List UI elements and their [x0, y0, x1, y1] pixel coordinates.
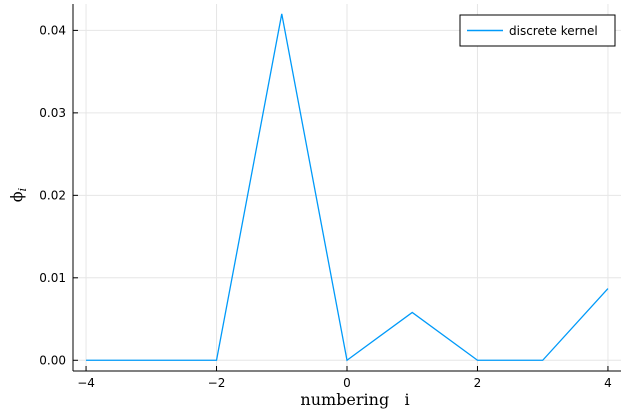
y-tick-label: 0.01 [39, 271, 66, 285]
y-axis-label: ϕi [7, 188, 29, 202]
x-axis-label: numbering i [300, 390, 409, 409]
x-tick-label: 4 [604, 376, 612, 390]
svg-text:ϕi: ϕi [7, 188, 29, 202]
y-axis-label-main: ϕ [7, 191, 26, 202]
grid [73, 4, 621, 371]
y-tick-label: 0.02 [39, 188, 66, 202]
x-tick-label: 0 [343, 376, 351, 390]
x-ticks: −4 −2 0 2 4 [77, 366, 612, 390]
legend-label: discrete kernel [509, 24, 598, 38]
y-ticks: 0.00 0.01 0.02 0.03 0.04 [39, 23, 78, 367]
x-tick-label: −2 [208, 376, 226, 390]
x-tick-label: −4 [77, 376, 95, 390]
series [86, 13, 609, 362]
legend: discrete kernel [459, 14, 616, 47]
y-tick-label: 0.04 [39, 23, 66, 37]
y-axis-label-subscript: i [16, 188, 29, 192]
y-tick-label: 0.03 [39, 106, 66, 120]
x-tick-label: 2 [474, 376, 482, 390]
y-tick-label: 0.00 [39, 353, 66, 367]
